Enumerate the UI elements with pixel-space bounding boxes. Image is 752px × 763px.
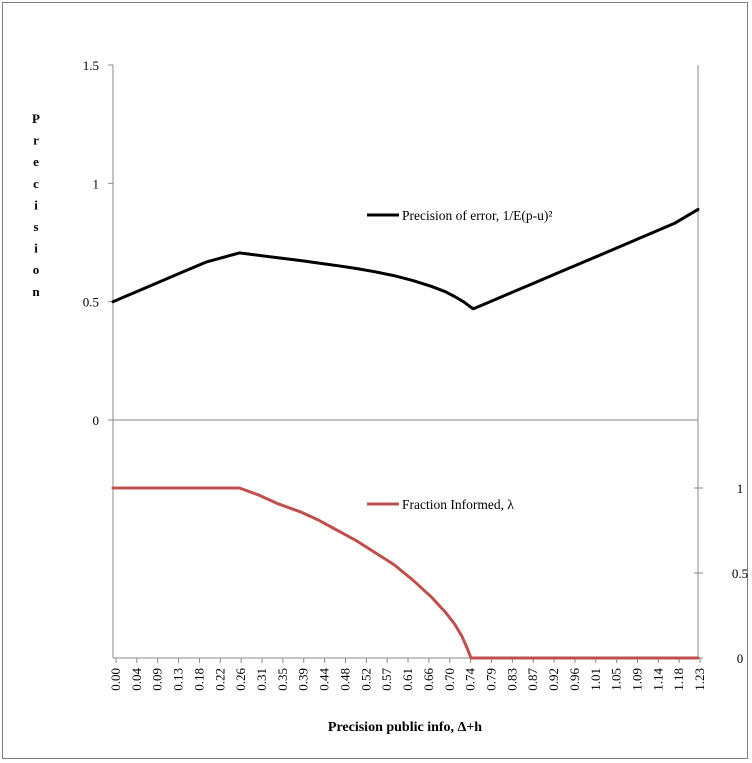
bottom-y-tick-label: 0	[737, 651, 744, 666]
x-tick-label: 1.14	[650, 668, 665, 691]
x-tick-label: 0.13	[171, 668, 186, 691]
x-tick-label: 0.18	[191, 668, 206, 691]
x-tick-label: 0.35	[275, 668, 290, 691]
x-tick-label: 0.70	[442, 668, 457, 691]
x-tick-label: 0.83	[504, 668, 519, 691]
x-axis-label: Precision public info, Δ+h	[328, 720, 482, 735]
top-panel-y-ticks: 0 0.5 1 1.5	[83, 58, 113, 428]
y-axis-label-letter: o	[33, 262, 40, 277]
x-tick-label: 0.92	[546, 668, 561, 691]
series-line	[111, 207, 700, 311]
bottom-panel-y-ticks: 00.51	[694, 481, 748, 666]
x-tick-label: 0.00	[108, 668, 123, 691]
bottom-series-group	[111, 486, 700, 660]
bottom-y-tick-label: 0.5	[732, 566, 748, 581]
y-axis-label-letter: s	[33, 219, 38, 234]
x-tick-label: 0.66	[421, 668, 436, 691]
y-axis-label-letter: c	[33, 176, 39, 191]
legend-label-precision-error: Precision of error, 1/E(p-u)²	[402, 208, 552, 223]
top-y-tick-label: 0	[93, 413, 100, 428]
series-line	[111, 486, 700, 660]
x-tick-label: 0.22	[212, 668, 227, 691]
x-tick-label: 0.52	[358, 668, 373, 691]
x-tick-label: 0.87	[525, 668, 540, 691]
x-tick-label: 0.44	[317, 668, 332, 691]
y-axis-label-letter: r	[33, 133, 39, 148]
y-axis-label-letter: n	[32, 284, 40, 299]
top-y-tick-label: 1.5	[83, 58, 99, 73]
y-axis-label-letter: P	[32, 111, 40, 126]
x-tick-label: 0.61	[400, 668, 415, 691]
x-tick-label: 0.04	[129, 668, 144, 691]
x-tick-label: 1.18	[671, 668, 686, 691]
x-tick-label: 1.23	[692, 668, 707, 691]
y-axis-label: Precision	[32, 111, 40, 299]
bottom-y-tick-label: 1	[737, 481, 744, 496]
x-tick-label: 0.48	[337, 668, 352, 691]
x-tick-label: 0.74	[463, 668, 478, 691]
x-axis-ticks: 0.00 0.04 0.09 0.13 0.18 0.22 0.26 0.31 0.35 0.39…	[108, 658, 707, 691]
x-tick-label: 1.01	[588, 668, 603, 691]
legend-label-fraction-informed: Fraction Informed, λ	[402, 497, 514, 512]
x-tick-label: 0.39	[296, 668, 311, 691]
y-axis-label-letter: e	[33, 154, 39, 169]
top-series-group	[111, 207, 700, 311]
top-y-tick-label: 0.5	[83, 295, 99, 310]
x-tick-label: 0.57	[379, 668, 394, 691]
top-y-tick-label: 1	[93, 176, 100, 191]
x-tick-label: 0.09	[150, 668, 165, 691]
x-tick-label: 0.31	[254, 668, 269, 691]
x-tick-label: 0.26	[233, 668, 248, 691]
x-tick-label: 0.96	[567, 668, 582, 691]
y-axis-label-letter: i	[34, 241, 38, 256]
y-axis-label-letter: i	[34, 197, 38, 212]
x-tick-label: 1.09	[630, 668, 645, 691]
x-tick-label: 1.05	[609, 668, 624, 691]
x-tick-label: 0.79	[483, 668, 498, 691]
